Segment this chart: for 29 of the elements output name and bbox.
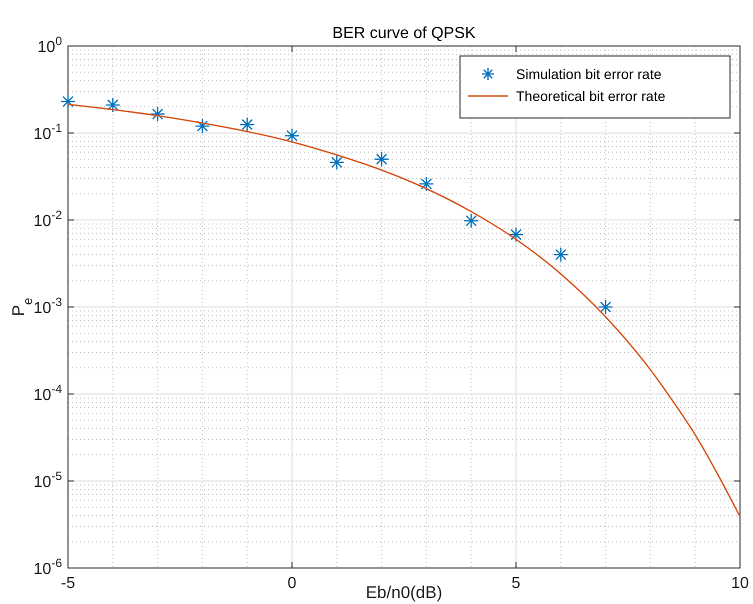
legend-label: Simulation bit error rate [516,66,662,82]
chart-title: BER curve of QPSK [332,25,476,42]
point [329,154,344,170]
point [105,97,120,113]
point [508,226,524,242]
line-series [67,104,741,518]
y-tick-label: 10$^{-1}$ [34,121,62,143]
x-tick-label: 10 [731,575,749,592]
x-tick-label: -5 [60,575,76,592]
y-tick-label: 10$^{-2}$ [34,208,62,230]
point [60,94,76,110]
point [194,118,210,134]
x-tick-label: 5 [512,575,521,592]
y-tick-label: 10$^{-6}$ [34,556,62,578]
y-tick-label: 10$^{-5}$ [34,469,62,491]
point [284,128,300,144]
x-axis-title: Eb/n0(dB) [366,583,442,602]
point [374,152,390,167]
y-tick-label: 10$^{-4}$ [34,382,62,404]
point [240,116,255,132]
y-tick-label: 10$^{-3}$ [34,295,62,317]
point [150,106,166,122]
point [598,299,614,315]
legend-label: Theoretical bit error rate [516,88,666,104]
point [464,213,479,228]
point [553,246,568,262]
point [418,176,434,192]
y-tick-label: 10$^{0}$ [38,34,62,56]
x-tick-label: 0 [288,575,297,592]
